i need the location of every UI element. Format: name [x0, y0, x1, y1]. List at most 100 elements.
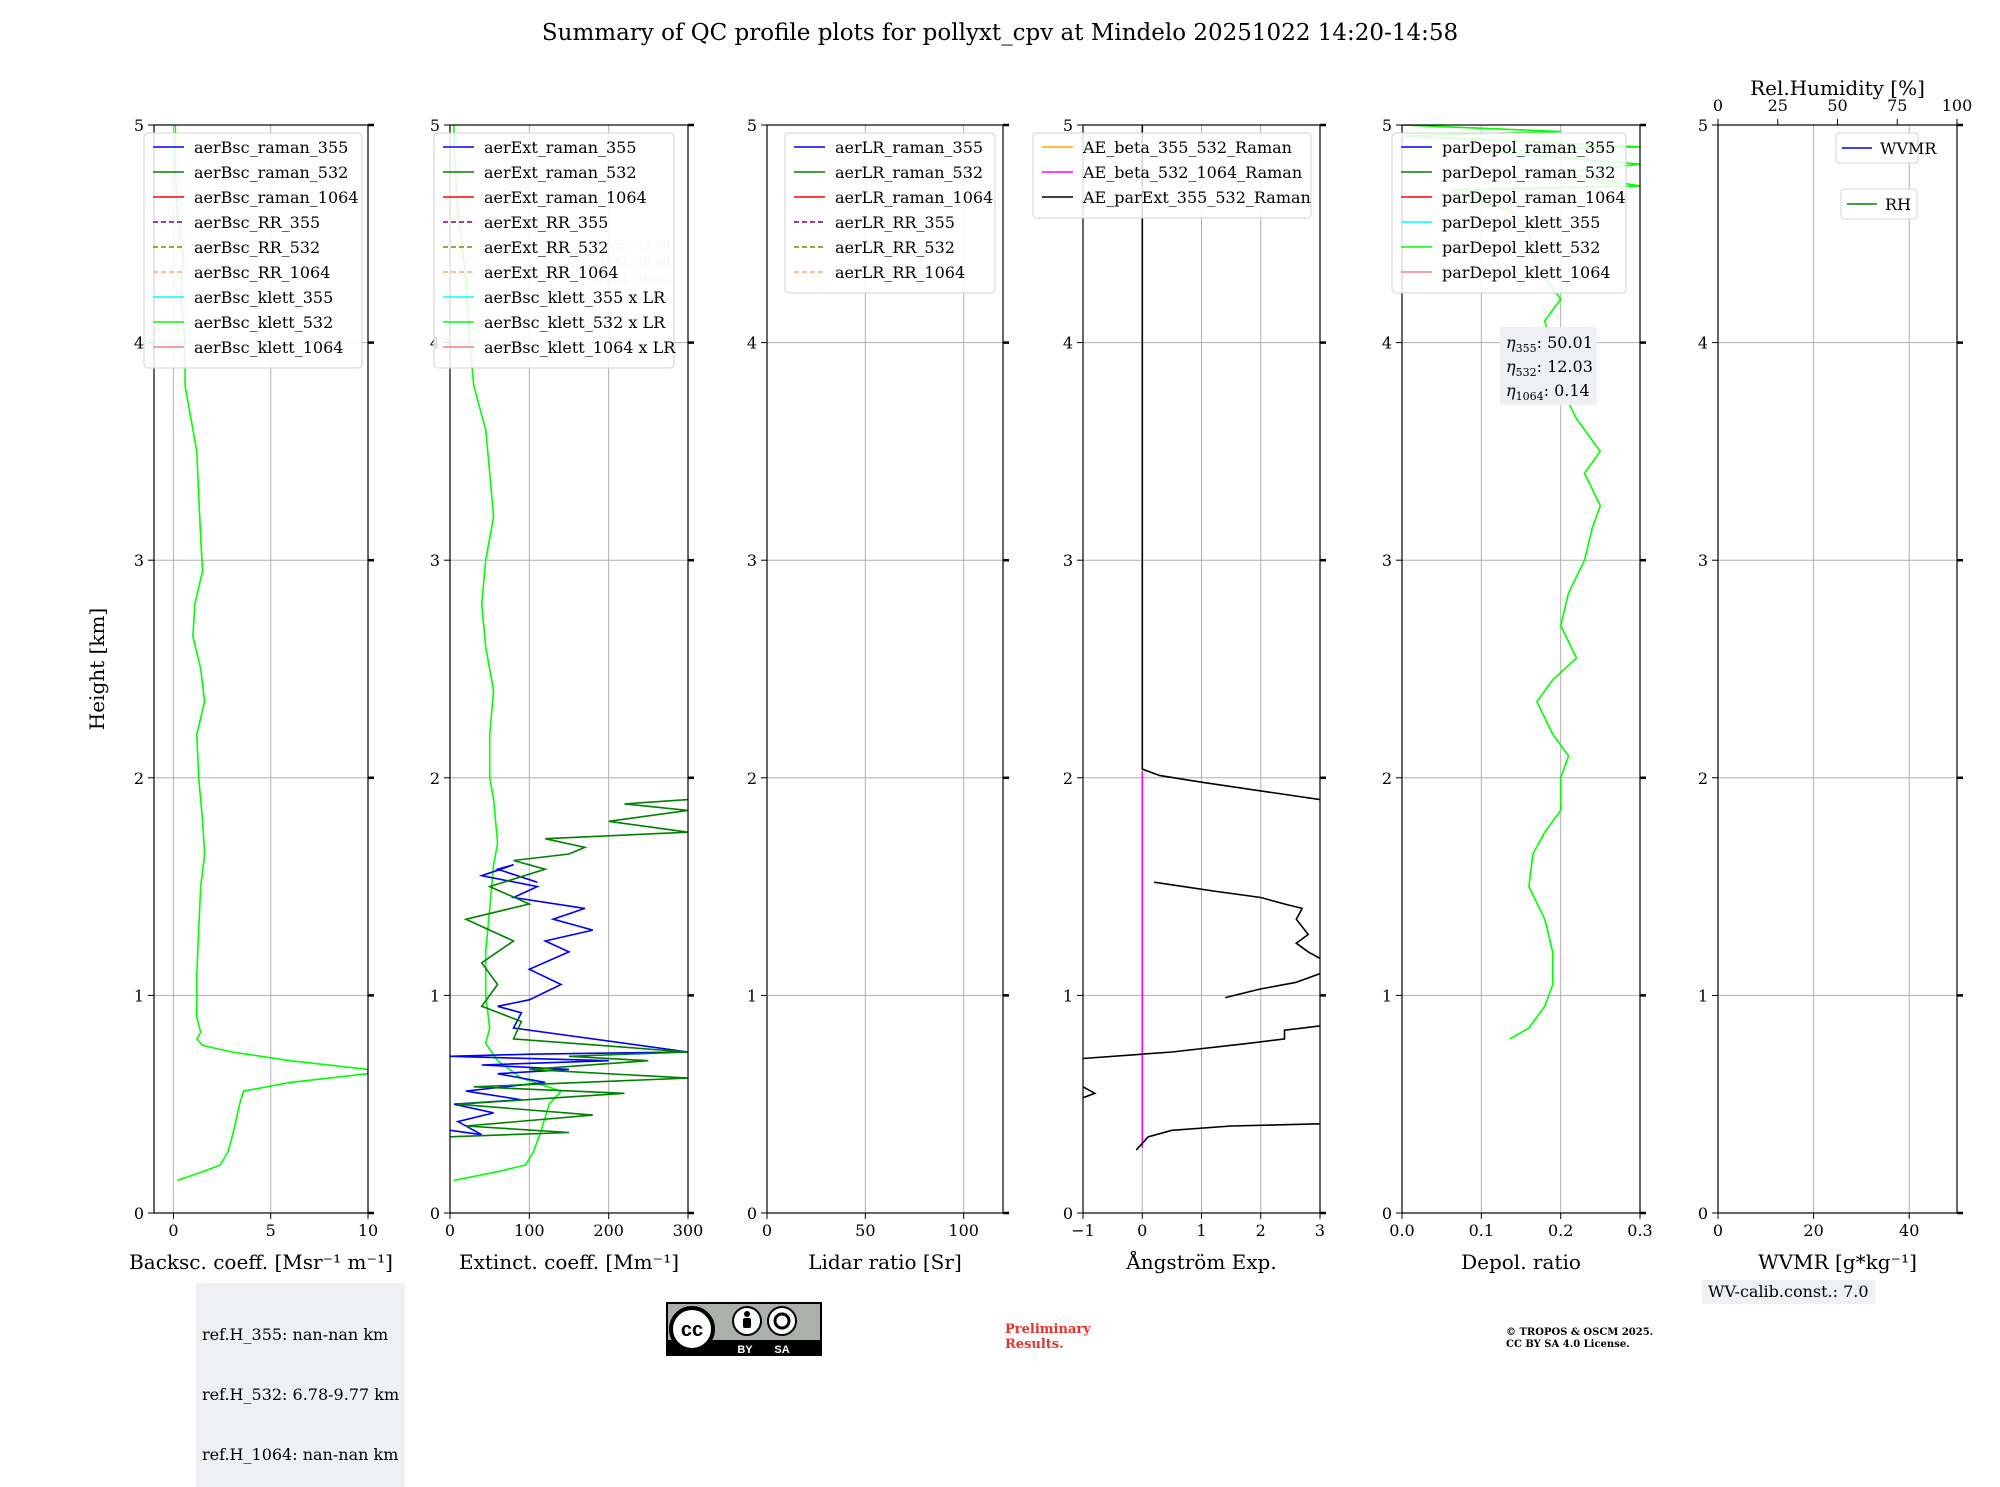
- legend-label: AE_parExt_355_532_Raman: [1082, 188, 1311, 207]
- legend-box: [1835, 132, 1919, 164]
- legend-box: [143, 132, 363, 369]
- eta-1064: η1064: 0.14: [1506, 381, 1590, 403]
- legend-label: parDepol_klett_355: [1442, 213, 1600, 232]
- x-tick-label: 2: [1256, 1221, 1266, 1240]
- panel-depol: 0.0 0.1 0.2 0.3 0 1 2 3 4 5 Depol. ratio η355: 50.0…: [1382, 116, 1653, 1274]
- x-tick-label: 20: [1803, 1221, 1823, 1240]
- x-tick-label: 0: [762, 1221, 772, 1240]
- y-tick-label: 3: [134, 551, 144, 570]
- legend-box: [1391, 132, 1627, 294]
- series-AE_parExt_355_532_Raman: [1135, 1123, 1320, 1151]
- y-tick-label: 4: [1063, 334, 1073, 353]
- reference-height-box: ref.H_355: nan-nan km ref.H_532: 6.78-9.…: [196, 1283, 406, 1487]
- figure-title: Summary of QC profile plots for pollyxt_…: [541, 20, 1459, 46]
- x-tick-label: 1: [1196, 1221, 1206, 1240]
- legend-label: aerBsc_RR_1064: [194, 263, 330, 282]
- y-tick-label: 5: [430, 116, 440, 135]
- legend-label: aerBsc_raman_532: [194, 163, 348, 182]
- legend-label: aerExt_RR_1064: [484, 263, 619, 282]
- x-axis-label: Extinct. coeff. [Mm⁻¹]: [459, 1250, 679, 1274]
- legend-label: parDepol_raman_355: [1442, 138, 1615, 157]
- legend-label: aerBsc_RR_355: [194, 213, 320, 232]
- legend-label: aerBsc_klett_355: [194, 288, 333, 307]
- y-tick-label: 0: [430, 1204, 440, 1223]
- legend-label: parDepol_klett_1064: [1442, 263, 1611, 282]
- x-axis-label: Depol. ratio: [1461, 1250, 1581, 1274]
- legend-label: aerBsc_raman_1064: [194, 188, 359, 207]
- eta-532: η532: 12.03: [1506, 357, 1593, 379]
- legend-label: aerExt_raman_355: [484, 138, 637, 157]
- x-tick-label: 40: [1899, 1221, 1919, 1240]
- axes-frame: [766, 124, 1004, 1214]
- y-tick-label: 2: [1382, 769, 1392, 788]
- legend-label: parDepol_klett_532: [1442, 238, 1600, 257]
- legend-label: aerExt_RR_355: [484, 213, 608, 232]
- x-tick-label: 100: [948, 1221, 979, 1240]
- x-tick-label: 200: [593, 1221, 624, 1240]
- x-axis-label: Ångström Exp.: [1125, 1249, 1276, 1274]
- x-axis-label: Lidar ratio [Sr]: [808, 1250, 962, 1274]
- x-tick-label: 50: [855, 1221, 875, 1240]
- y-tick-label: 4: [1382, 334, 1392, 353]
- y-tick-label: 3: [1063, 551, 1073, 570]
- cc-icon: [669, 1306, 715, 1352]
- y-tick-label: 0: [134, 1204, 144, 1223]
- series-aerBsc_klett_532: [174, 125, 368, 1182]
- cc-by-sa-logo: cc BY SA: [666, 1302, 822, 1356]
- axes-frame: [1717, 124, 1958, 1214]
- x-tick-label: 0.2: [1548, 1221, 1573, 1240]
- x-tick-label: 5: [266, 1221, 276, 1240]
- y-tick-label: 1: [430, 986, 440, 1005]
- series-AE_parExt_355_532_Raman: [1225, 972, 1320, 999]
- legend-label: aerExt_RR_532: [484, 238, 608, 257]
- y-tick-label: 2: [430, 769, 440, 788]
- legend-label: aerExt_raman_1064: [484, 188, 647, 207]
- y-tick-label: 1: [747, 986, 757, 1005]
- wv-calib-box: WV-calib.const.: 7.0: [1702, 1280, 1875, 1304]
- y-tick-label: 3: [1698, 551, 1708, 570]
- cc-text: cc: [681, 1319, 703, 1341]
- legend-label: parDepol_raman_532: [1442, 163, 1615, 182]
- copyright-notice: © TROPOS & OSCM 2025. CC BY SA 4.0 Licen…: [1506, 1327, 1654, 1350]
- preliminary-results: Preliminary Results.: [1005, 1322, 1091, 1352]
- legend-label: aerLR_raman_1064: [835, 188, 993, 207]
- panel-bsc: 0 5 10 0 1 2 3 4 5 Backsc. coeff. [Msr⁻¹ m⁻¹] Heig…: [85, 116, 393, 1274]
- axes-frame: [449, 124, 689, 1214]
- y-tick-label: 5: [1063, 116, 1073, 135]
- y-tick-label: 5: [1382, 116, 1392, 135]
- legend-box: [1840, 188, 1918, 220]
- legend-label: WVMR: [1880, 139, 1937, 158]
- legend-label: aerLR_RR_355: [835, 213, 955, 232]
- y-tick-label: 0: [1698, 1204, 1708, 1223]
- legend-label: aerLR_raman_532: [835, 163, 983, 182]
- legend-box: [784, 132, 996, 294]
- top-axis-label: Rel.Humidity [%]: [1750, 76, 1925, 100]
- legend-label: parDepol_raman_1064: [1442, 188, 1626, 207]
- y-tick-label: 2: [1063, 769, 1073, 788]
- legend-box: [1032, 132, 1312, 219]
- y-tick-label: 4: [1698, 334, 1708, 353]
- x-tick-label: −1: [1071, 1221, 1095, 1240]
- y-tick-label: 0: [1382, 1204, 1392, 1223]
- x-tick-label: 0: [168, 1221, 178, 1240]
- y-tick-label: 2: [1698, 769, 1708, 788]
- y-tick-label: 1: [134, 986, 144, 1005]
- panel-lr: 0 50 100 0 1 2 3 4 5 Lidar ratio [Sr] aerLR_raman_…: [747, 116, 1009, 1274]
- x-tick-label: 10: [358, 1221, 378, 1240]
- y-tick-label: 1: [1063, 986, 1073, 1005]
- series-AE_parExt_355_532_Raman: [1083, 1086, 1097, 1099]
- top-x-tick-label: 25: [1768, 96, 1788, 115]
- x-tick-label: 0: [1713, 1221, 1723, 1240]
- x-tick-label: 0.0: [1389, 1221, 1414, 1240]
- legend-label: aerBsc_klett_1064: [194, 338, 343, 357]
- x-tick-label: 3: [1315, 1221, 1325, 1240]
- legend-label: aerLR_RR_1064: [835, 263, 965, 282]
- series-aerExt_raman_532: [450, 798, 688, 1138]
- x-tick-label: 0: [1137, 1221, 1147, 1240]
- y-tick-label: 4: [134, 334, 144, 353]
- x-tick-label: 0: [445, 1221, 455, 1240]
- series-aerBsc_klett_532 x LR: [453, 125, 563, 1182]
- y-tick-label: 2: [747, 769, 757, 788]
